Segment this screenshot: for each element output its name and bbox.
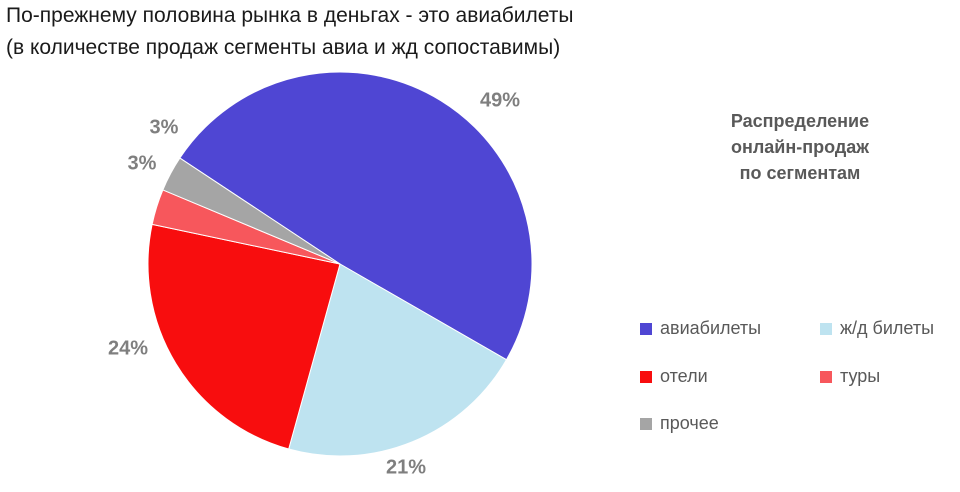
legend-swatch <box>820 370 832 383</box>
legend-item-3: туры <box>820 366 880 387</box>
legend-item-4: прочее <box>640 413 719 434</box>
pie-slice-1 <box>288 263 508 457</box>
chart-title-line-1: Распределение <box>730 111 870 131</box>
legend-label: туры <box>840 366 881 386</box>
chart-title-line-2: онлайн-продаж <box>730 137 870 157</box>
legend-swatch <box>820 322 832 335</box>
slice-label-4: 3% <box>150 116 179 138</box>
legend-item-2: отели <box>640 366 708 387</box>
pie-slice-2 <box>147 223 341 450</box>
legend-swatch <box>640 417 652 430</box>
slice-label-2: 24% <box>108 337 148 359</box>
slice-label-1: 21% <box>386 456 426 478</box>
legend-label: отели <box>660 366 708 386</box>
legend-item-1: ж/д билеты <box>820 318 934 339</box>
slide-title: По-прежнему половина рынка в деньгах - э… <box>6 4 574 27</box>
slide-subtitle: (в количестве продаж сегменты авиа и жд … <box>6 36 561 59</box>
legend-label: прочее <box>660 413 719 433</box>
legend-swatch <box>640 322 652 335</box>
chart-title: Распределение онлайн-продаж по сегментам <box>700 108 900 186</box>
slice-label-3: 3% <box>128 152 157 174</box>
legend-item-0: авиабилеты <box>640 318 761 339</box>
legend-label: авиабилеты <box>660 318 762 338</box>
pie-slice-0 <box>179 71 533 361</box>
chart-title-line-3: по сегментам <box>739 163 861 183</box>
legend-label: ж/д билеты <box>840 318 935 338</box>
slice-label-0: 49% <box>480 89 520 111</box>
pie-slice-4 <box>162 157 341 265</box>
legend-swatch <box>640 370 652 383</box>
